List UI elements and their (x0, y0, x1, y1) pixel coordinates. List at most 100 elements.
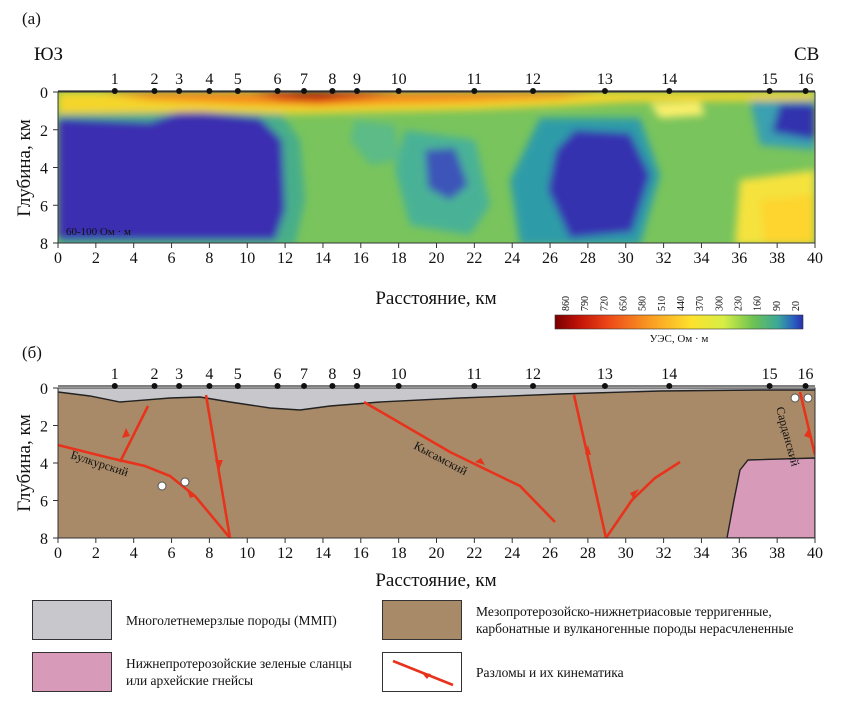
station-label: 7 (300, 366, 308, 383)
station-label: 5 (234, 71, 242, 88)
y-tick-label: 0 (40, 381, 48, 398)
station-label: 9 (353, 71, 361, 88)
x-tick-label: 40 (807, 545, 823, 562)
x-tick-label: 26 (542, 250, 558, 267)
fault-bulkursky-branch (118, 405, 150, 463)
x-tick-label: 34 (693, 250, 709, 267)
panel-a-xlabel: Расстояние, км (375, 288, 496, 309)
x-tick-label: 18 (391, 545, 407, 562)
station-label: 14 (661, 71, 677, 88)
colorbar: УЭС, Ом · м 860 790 720 650 580 510 440 370 300 2… (554, 296, 804, 345)
station-marker (601, 383, 608, 389)
legend-item-basement: Нижнепротерозойские зеленые сланцы или ар… (32, 652, 352, 692)
station-marker (329, 88, 336, 94)
colorbar-tick-label: 160 (753, 296, 764, 311)
legend-swatch-permafrost (32, 600, 112, 640)
station-label: 3 (175, 71, 183, 88)
legend-item-permafrost: Многолетнемерзлые породы (ММП) (32, 600, 337, 640)
station-label: 6 (274, 71, 282, 88)
station-marker (395, 383, 402, 389)
x-tick-label: 20 (429, 250, 445, 267)
colorbar-tick-label: 580 (638, 296, 649, 311)
station-label: 7 (300, 71, 308, 88)
station-label: 11 (467, 366, 482, 383)
station-label: 15 (762, 71, 778, 88)
y-tick-label: 6 (40, 198, 48, 215)
station-label: 12 (525, 366, 541, 383)
station-label: 14 (661, 366, 677, 383)
fault-bulkursky (58, 443, 231, 538)
station-marker (471, 383, 478, 389)
x-tick-label: 12 (277, 545, 293, 562)
station-marker (354, 383, 361, 389)
x-tick-label: 32 (656, 545, 672, 562)
legend-text-faults: Разломы и их кинематика (476, 664, 624, 680)
station-marker (234, 88, 241, 94)
station-marker (111, 88, 118, 94)
x-tick-label: 24 (504, 250, 520, 267)
x-tick-label: 6 (168, 545, 176, 562)
panel-a-stations: 1 2 3 4 5 6 7 8 9 10 11 12 13 14 15 16 (58, 71, 815, 94)
colorbar-tick-label: 90 (772, 301, 783, 311)
station-label: 3 (175, 366, 183, 383)
x-tick-label: 8 (205, 250, 213, 267)
x-tick-label: 36 (731, 250, 747, 267)
direction-ne: СВ (794, 44, 819, 65)
station-label: 5 (234, 366, 242, 383)
station-marker (802, 88, 809, 94)
fault-28km-branch (604, 460, 681, 538)
x-tick-label: 0 (54, 545, 62, 562)
station-label: 4 (205, 366, 213, 383)
station-marker (151, 383, 158, 389)
x-tick-label: 8 (205, 545, 213, 562)
x-tick-label: 22 (466, 250, 482, 267)
sedimentary-rocks (58, 388, 815, 538)
fault-sardansky (798, 391, 815, 456)
y-tick-label: 8 (40, 236, 48, 253)
x-tick-label: 40 (807, 250, 823, 267)
colorbar-tick-label: 20 (791, 301, 802, 311)
colorbar-tick-label: 370 (695, 296, 706, 311)
colorbar-tick-label: 230 (734, 296, 745, 311)
station-marker (301, 88, 308, 94)
station-label: 10 (391, 366, 407, 383)
x-tick-label: 30 (618, 545, 634, 562)
station-label: 8 (328, 71, 336, 88)
basement-rocks (726, 457, 815, 538)
fault-kysamsky (363, 400, 556, 523)
station-label: 11 (467, 71, 482, 88)
fault-kinematics-icon (392, 659, 454, 687)
x-tick-label: 28 (580, 545, 596, 562)
station-label: 1 (111, 366, 119, 383)
y-tick-label: 2 (40, 419, 48, 436)
station-marker (530, 383, 537, 389)
y-tick-label: 4 (40, 161, 48, 178)
station-marker (301, 383, 308, 389)
station-marker (802, 383, 809, 389)
station-marker (329, 383, 336, 389)
station-marker (274, 88, 281, 94)
station-marker (395, 88, 402, 94)
panel-b-stations: 1 2 3 4 5 6 7 8 9 10 11 12 13 14 15 16 (58, 366, 815, 389)
y-tick-label: 2 (40, 123, 48, 140)
permafrost-base (58, 389, 815, 411)
x-tick-label: 12 (277, 250, 293, 267)
legend-text-sedimentary: Мезопротерозойско-нижнетриасовые терриге… (476, 604, 794, 636)
direction-sw: ЮЗ (34, 44, 63, 65)
y-tick-label: 0 (40, 85, 48, 102)
legend-text-basement: Нижнепротерозойские зеленые сланцы или ар… (126, 656, 352, 688)
x-tick-label: 22 (466, 545, 482, 562)
x-tick-label: 18 (391, 250, 407, 267)
station-label: 10 (391, 71, 407, 88)
legend-item-faults: Разломы и их кинематика (382, 652, 624, 692)
station-marker (354, 88, 361, 94)
x-tick-label: 0 (54, 250, 62, 267)
resistivity-note: 60-100 Ом · м (66, 226, 131, 238)
resistivity-section (58, 92, 815, 243)
legend-swatch-basement (32, 652, 112, 692)
x-tick-label: 16 (353, 250, 369, 267)
x-tick-label: 26 (542, 545, 558, 562)
panel-a-ylabel: Глубина, км (14, 119, 35, 216)
x-tick-label: 30 (618, 250, 634, 267)
station-marker (274, 383, 281, 389)
